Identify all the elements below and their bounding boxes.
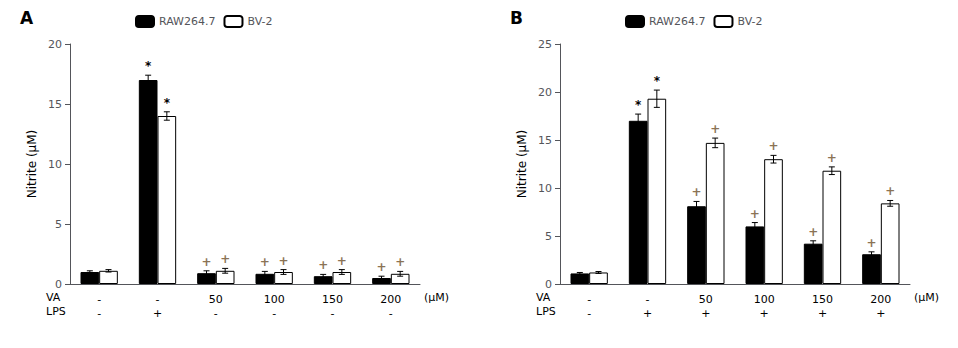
svg-text:BV-2: BV-2 xyxy=(737,15,762,28)
svg-text:-: - xyxy=(331,307,335,320)
svg-text:+: + xyxy=(885,184,895,198)
svg-text:+: + xyxy=(710,122,720,136)
svg-text:*: * xyxy=(635,98,642,112)
svg-text:(μM): (μM) xyxy=(914,291,939,304)
svg-text:B: B xyxy=(510,8,523,28)
svg-text:LPS: LPS xyxy=(46,305,66,318)
svg-text:-: - xyxy=(97,293,101,306)
svg-text:*: * xyxy=(654,74,661,88)
svg-text:50: 50 xyxy=(209,293,223,306)
svg-text:200: 200 xyxy=(870,293,891,306)
svg-text:+: + xyxy=(153,307,162,320)
svg-text:15: 15 xyxy=(538,134,552,147)
svg-text:15: 15 xyxy=(48,98,62,111)
svg-text:(μM): (μM) xyxy=(424,291,449,304)
svg-text:25: 25 xyxy=(538,38,552,51)
svg-text:5: 5 xyxy=(545,230,552,243)
svg-text:+: + xyxy=(201,255,211,269)
svg-text:+: + xyxy=(395,255,405,269)
svg-text:100: 100 xyxy=(264,293,285,306)
svg-text:-: - xyxy=(97,307,101,320)
svg-text:A: A xyxy=(20,8,34,28)
svg-text:VA: VA xyxy=(46,291,61,304)
svg-text:-: - xyxy=(156,293,160,306)
svg-text:*: * xyxy=(145,59,152,73)
svg-text:RAW264.7: RAW264.7 xyxy=(649,15,706,28)
svg-text:VA: VA xyxy=(536,291,551,304)
svg-text:*: * xyxy=(164,96,171,110)
svg-text:-: - xyxy=(587,307,591,320)
svg-text:+: + xyxy=(808,225,818,239)
svg-text:-: - xyxy=(272,307,276,320)
svg-text:+: + xyxy=(318,258,328,272)
svg-text:+: + xyxy=(750,207,760,221)
svg-text:+: + xyxy=(278,254,288,268)
svg-text:+: + xyxy=(827,151,837,165)
svg-text:200: 200 xyxy=(380,293,401,306)
svg-text:Nitrite (μM): Nitrite (μM) xyxy=(515,130,529,199)
svg-text:-: - xyxy=(646,293,650,306)
svg-text:150: 150 xyxy=(322,293,343,306)
svg-text:0: 0 xyxy=(55,278,62,291)
svg-text:+: + xyxy=(818,307,827,320)
svg-text:Nitrite (μM): Nitrite (μM) xyxy=(25,130,39,199)
svg-text:LPS: LPS xyxy=(536,305,556,318)
svg-text:BV-2: BV-2 xyxy=(247,15,272,28)
svg-text:+: + xyxy=(376,260,386,274)
svg-text:-: - xyxy=(214,307,218,320)
svg-text:+: + xyxy=(220,252,230,266)
svg-text:+: + xyxy=(760,307,769,320)
svg-text:150: 150 xyxy=(812,293,833,306)
svg-text:+: + xyxy=(643,307,652,320)
svg-text:+: + xyxy=(260,255,270,269)
svg-text:+: + xyxy=(701,307,710,320)
svg-text:0: 0 xyxy=(545,278,552,291)
svg-text:+: + xyxy=(876,307,885,320)
svg-text:20: 20 xyxy=(538,86,552,99)
svg-text:+: + xyxy=(337,254,347,268)
svg-text:+: + xyxy=(691,185,701,199)
svg-text:10: 10 xyxy=(538,182,552,195)
svg-text:-: - xyxy=(389,307,393,320)
svg-text:50: 50 xyxy=(699,293,713,306)
svg-text:+: + xyxy=(866,236,876,250)
svg-text:+: + xyxy=(768,139,778,153)
svg-text:20: 20 xyxy=(48,38,62,51)
svg-text:-: - xyxy=(587,293,591,306)
svg-text:100: 100 xyxy=(754,293,775,306)
svg-text:RAW264.7: RAW264.7 xyxy=(159,15,216,28)
svg-text:10: 10 xyxy=(48,158,62,171)
svg-text:5: 5 xyxy=(55,218,62,231)
